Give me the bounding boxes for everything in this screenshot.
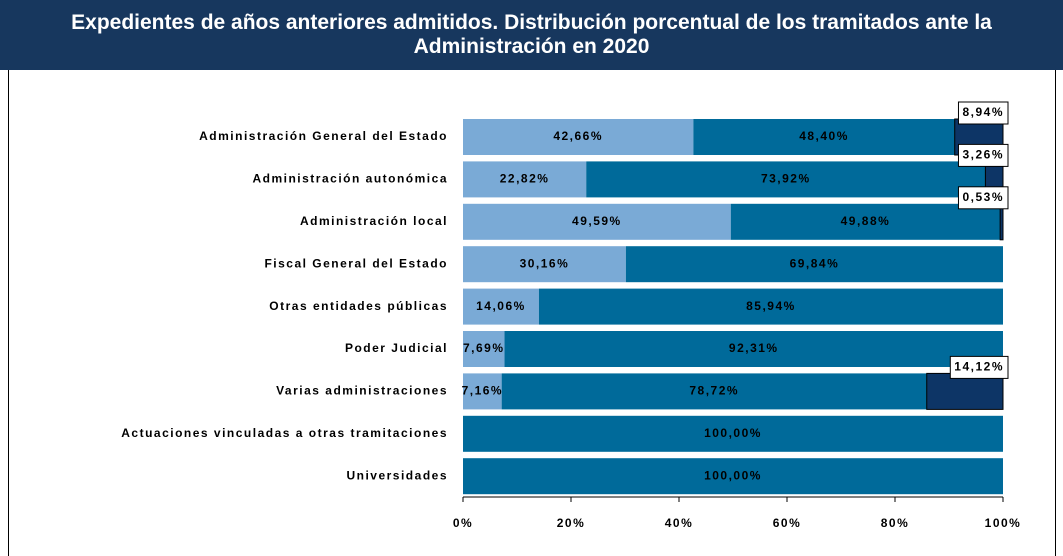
bar-segment: [463, 203, 731, 240]
bar-segment: [504, 331, 1003, 367]
value-label: 7,69%: [463, 341, 505, 355]
bar-segment: [538, 288, 1003, 325]
chart-title: Expedientes de años anteriores admitidos…: [71, 11, 992, 58]
value-label: 100,00%: [704, 426, 762, 440]
bar-segment: [463, 373, 502, 410]
category-label: Administración local: [300, 214, 448, 228]
bar-segment: [463, 119, 694, 155]
x-tick-label: 100%: [985, 516, 1022, 530]
value-label: 73,92%: [761, 172, 811, 186]
x-tick-label: 20%: [557, 516, 586, 530]
value-label: 92,31%: [729, 341, 779, 355]
value-label: 42,66%: [553, 129, 603, 143]
value-label: 49,88%: [841, 214, 891, 228]
category-label: Varias administraciones: [276, 384, 448, 398]
value-label-box: [957, 143, 1009, 167]
bar-segment: [463, 458, 1003, 495]
bar-segment: [463, 415, 1003, 452]
value-label: 22,82%: [500, 172, 550, 186]
value-label: 49,59%: [572, 214, 622, 228]
category-label: Administración General del Estado: [199, 129, 448, 143]
x-tick-label: 40%: [665, 516, 694, 530]
category-label: Poder Judicial: [345, 341, 448, 355]
category-label: Fiscal General del Estado: [264, 256, 448, 270]
value-label: 14,06%: [476, 299, 526, 313]
value-label: 48,40%: [799, 129, 849, 143]
category-label: Actuaciones vinculadas a otras tramitaci…: [121, 426, 448, 440]
value-label-box: [957, 101, 1009, 125]
x-tick-label: 80%: [881, 516, 910, 530]
value-label: 7,16%: [462, 384, 504, 398]
value-label: 69,84%: [790, 256, 840, 270]
bar-segment: [730, 203, 1001, 240]
bar-segment: [463, 331, 505, 367]
bar-segment: [926, 372, 1004, 410]
bar-segment: [625, 246, 1003, 283]
value-label: 85,94%: [746, 299, 796, 313]
value-label: 78,72%: [689, 384, 739, 398]
bar-segment: [463, 288, 539, 325]
bar-segment: [463, 246, 626, 283]
value-label-box: [949, 355, 1009, 379]
bar-segment: [586, 161, 986, 198]
bar-segment: [693, 119, 955, 155]
value-label-box: [957, 186, 1009, 210]
x-tick-label: 0%: [453, 516, 473, 530]
value-label: 100,00%: [704, 468, 762, 482]
category-label: Universidades: [346, 468, 448, 482]
title-banner: Expedientes de años anteriores admitidos…: [0, 0, 1063, 70]
value-label: 0,53%: [962, 190, 1004, 204]
value-label: 30,16%: [520, 256, 570, 270]
value-label: 3,26%: [962, 148, 1004, 162]
category-label: Otras entidades públicas: [269, 299, 448, 313]
bar-segment: [463, 161, 587, 198]
value-label: 8,94%: [962, 105, 1004, 119]
category-label: Administración autonómica: [252, 172, 448, 186]
bar-segment: [501, 373, 927, 410]
value-label: 14,12%: [954, 360, 1004, 374]
x-tick-label: 60%: [773, 516, 802, 530]
